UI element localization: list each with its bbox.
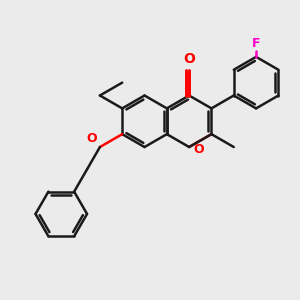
Text: O: O [193,142,204,155]
Text: F: F [252,37,260,50]
Text: O: O [183,52,195,66]
Text: O: O [86,132,97,145]
